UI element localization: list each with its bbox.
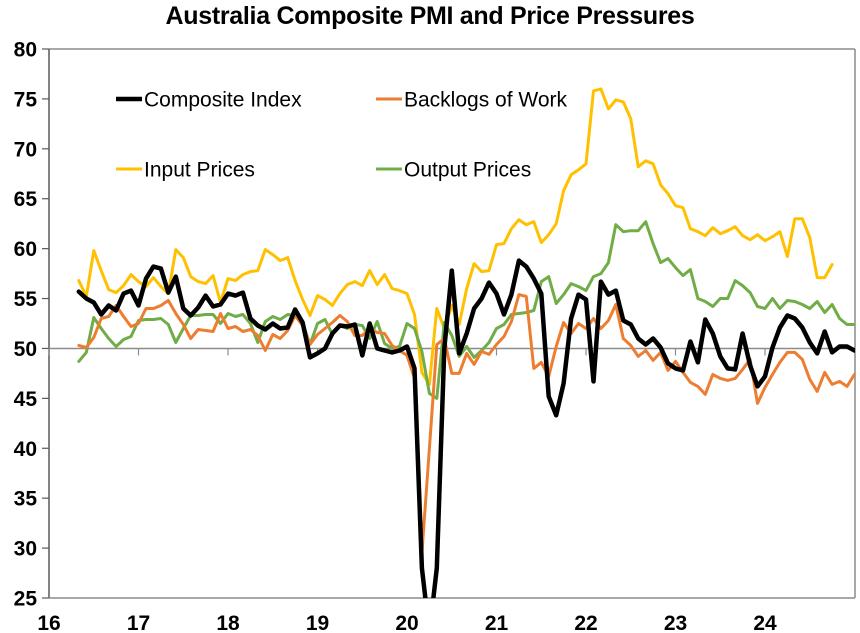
x-tick-label: 20 — [395, 612, 418, 633]
series-line-input-prices — [77, 87, 834, 386]
legend-label-output-prices: Output Prices — [404, 159, 531, 182]
y-tick-label: 40 — [14, 438, 37, 461]
legend-label-backlogs-of-work: Backlogs of Work — [404, 89, 568, 112]
y-tick-label: 30 — [14, 538, 37, 561]
x-tick-label: 22 — [574, 612, 597, 633]
y-tick-label: 55 — [14, 288, 38, 311]
series-line-composite-index — [76, 258, 855, 598]
y-tick-label: 70 — [14, 138, 37, 161]
legend-label-input-prices: Input Prices — [144, 159, 255, 182]
x-tick-label: 18 — [216, 612, 240, 633]
axes: 25 30 35 40 45 50 55 60 65 70 75 80 16 17 18 19 20 21 22 23… — [14, 39, 856, 633]
x-tick-label: 19 — [306, 612, 329, 633]
series-group — [76, 87, 855, 598]
x-tick-label: 23 — [664, 612, 687, 633]
y-tick-label: 35 — [14, 488, 38, 511]
y-tick-label: 50 — [14, 338, 37, 361]
y-tick-label: 60 — [14, 238, 37, 261]
x-tick-label: 24 — [753, 612, 777, 633]
series-line-backlogs-of-work — [77, 293, 855, 555]
chart-title: Australia Composite PMI and Price Pressu… — [165, 2, 695, 30]
x-tick-label: 16 — [37, 612, 60, 633]
legend-label-composite-index: Composite Index — [144, 89, 302, 112]
x-tick-label: 21 — [485, 612, 509, 633]
y-tick-label: 75 — [14, 88, 38, 111]
y-tick-label: 80 — [14, 39, 37, 62]
y-tick-label: 45 — [14, 388, 38, 411]
x-tick-label: 17 — [127, 612, 150, 633]
y-tick-label: 25 — [14, 588, 38, 611]
legend: Composite Index Backlogs of Work Input Pri… — [116, 89, 568, 182]
series-line-output-prices — [77, 220, 855, 400]
y-tick-label: 65 — [14, 188, 38, 211]
